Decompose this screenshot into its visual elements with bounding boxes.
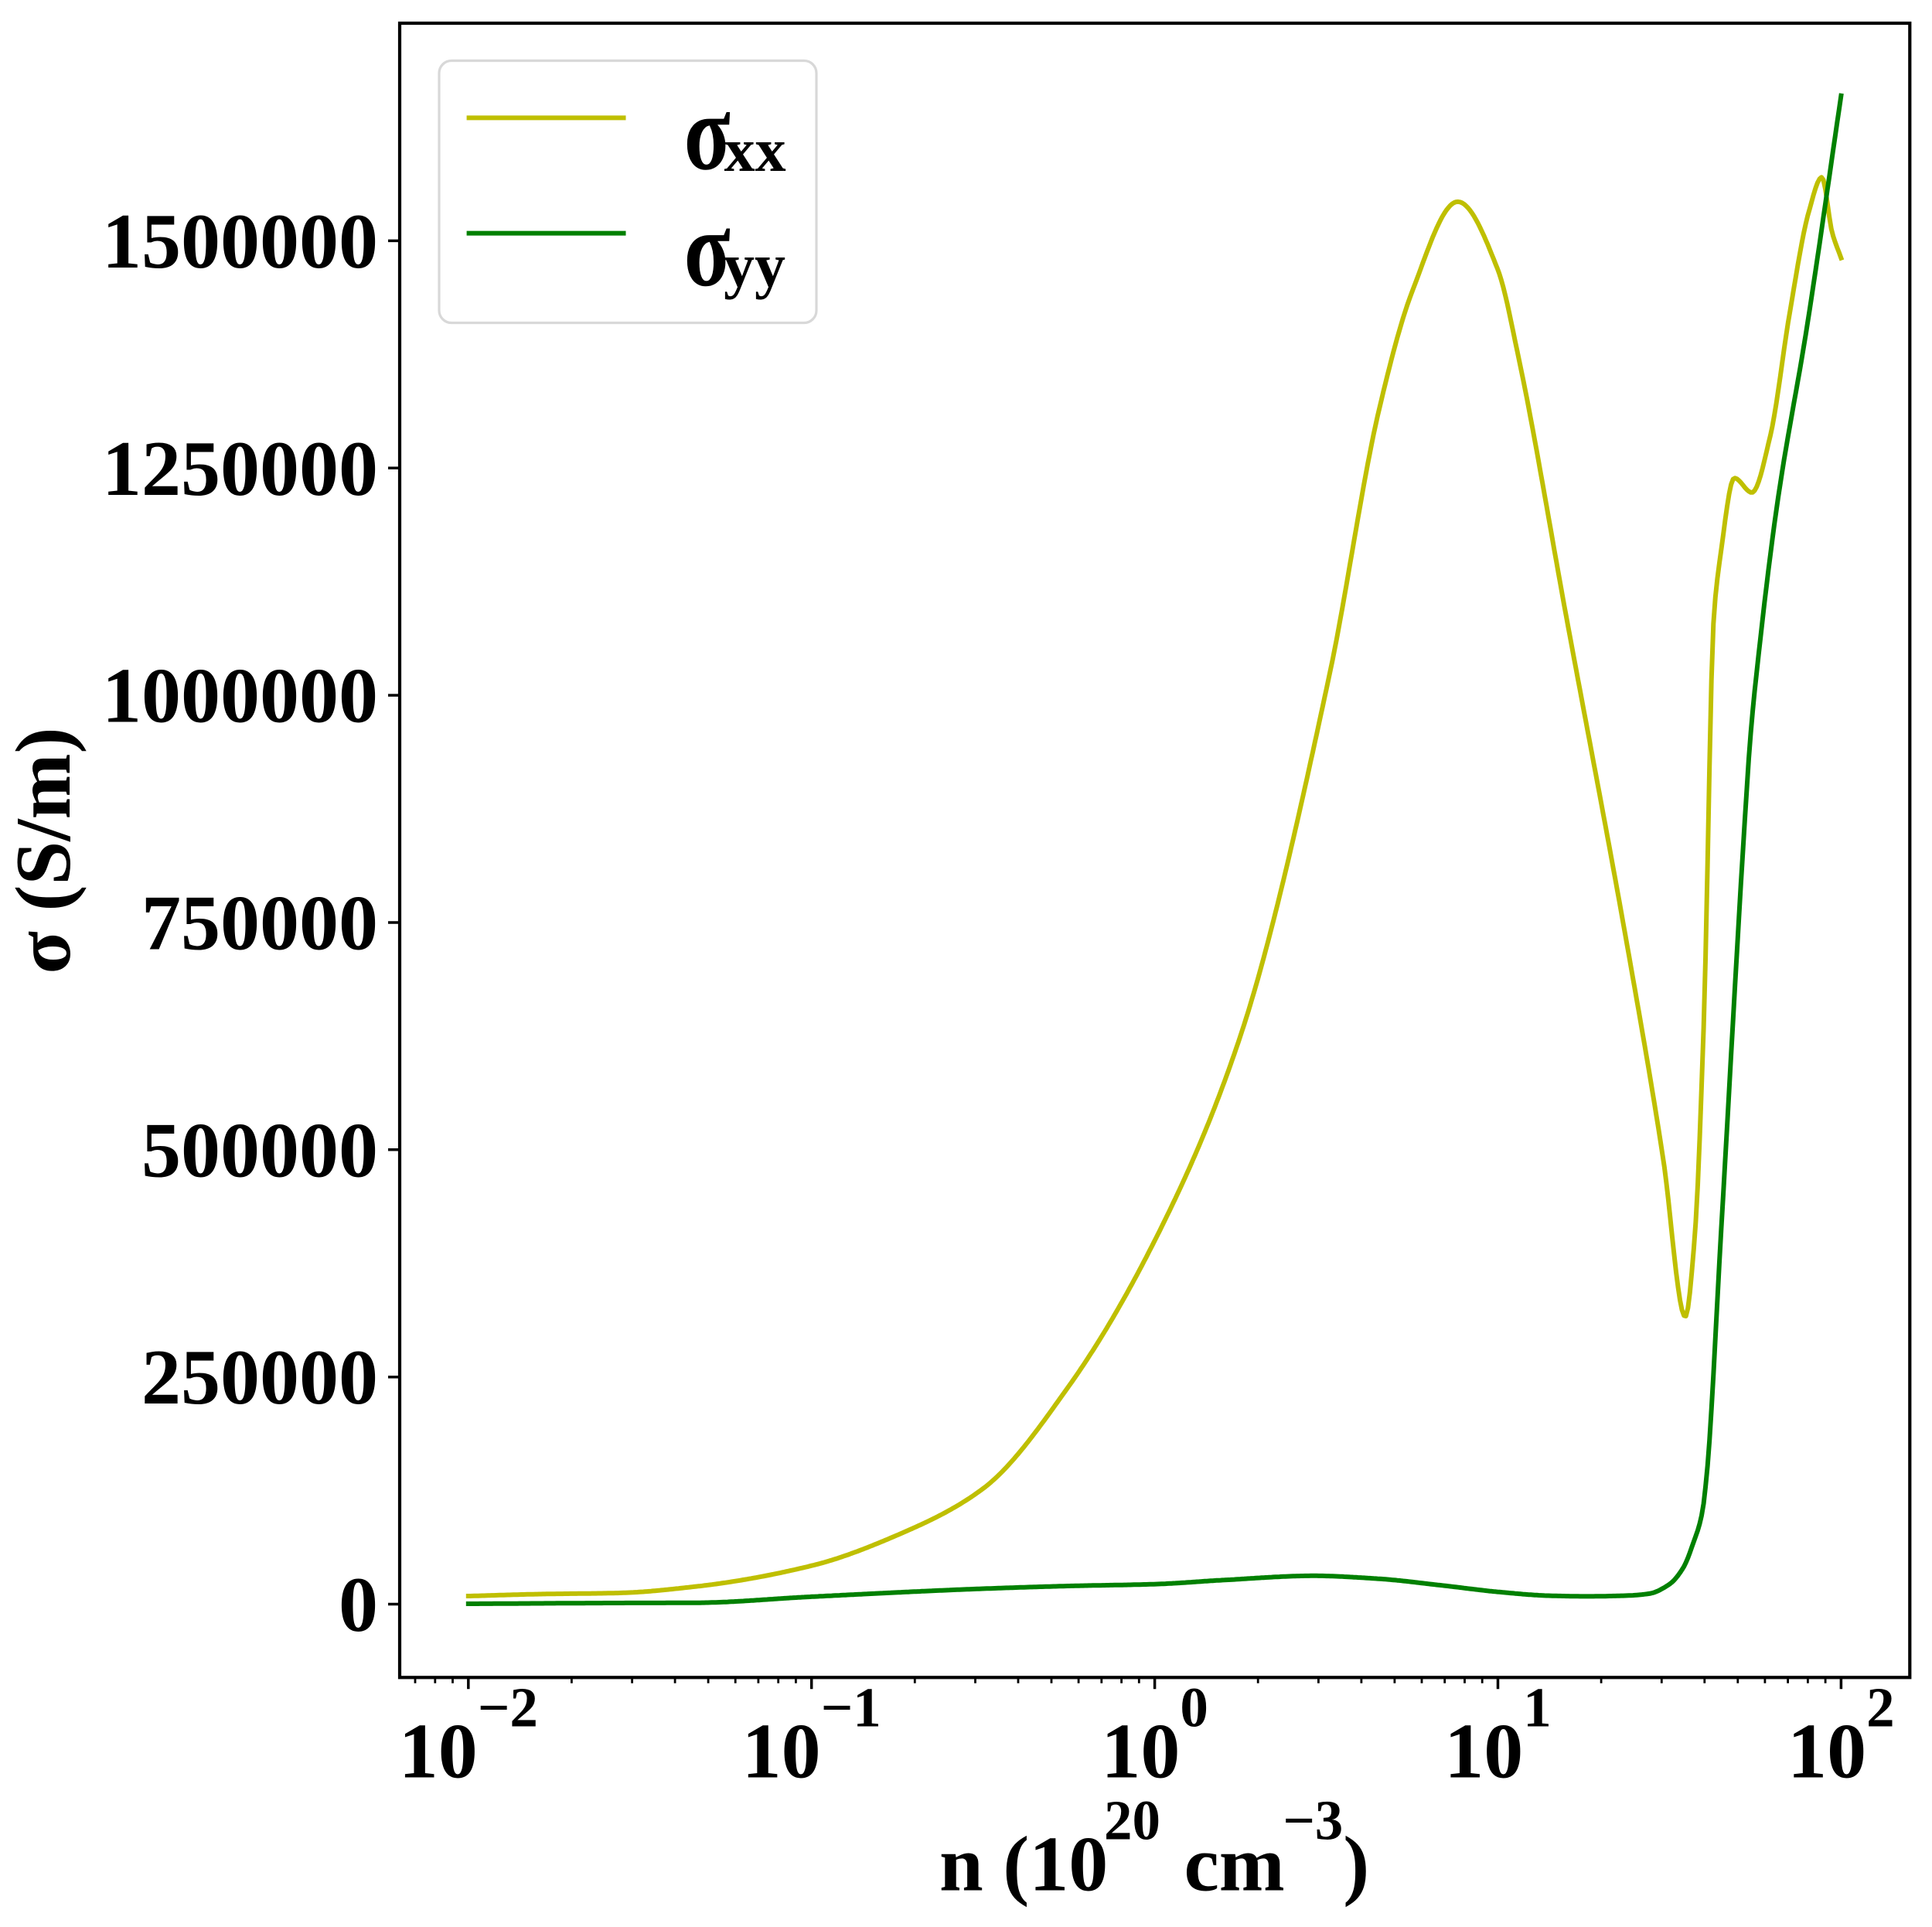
svg-text:xx: xx [724, 117, 786, 185]
svg-text:−3: −3 [1283, 1789, 1343, 1852]
svg-text:20: 20 [1104, 1789, 1160, 1852]
svg-text:1250000: 1250000 [102, 425, 378, 513]
svg-text:yy: yy [724, 233, 785, 301]
svg-text:σ: σ [684, 73, 731, 193]
svg-text:σ: σ [684, 189, 731, 309]
svg-text:σ (S/m): σ (S/m) [0, 728, 87, 974]
svg-text:cm: cm [1184, 1821, 1285, 1908]
svg-text:): ) [1343, 1821, 1369, 1908]
svg-text:750000: 750000 [141, 880, 378, 967]
svg-text:1500000: 1500000 [102, 198, 378, 285]
svg-text:1000000: 1000000 [102, 653, 378, 740]
svg-text:n (10: n (10 [939, 1821, 1108, 1908]
svg-text:500000: 500000 [141, 1107, 378, 1194]
svg-text:250000: 250000 [141, 1334, 378, 1421]
svg-text:0: 0 [339, 1561, 378, 1649]
